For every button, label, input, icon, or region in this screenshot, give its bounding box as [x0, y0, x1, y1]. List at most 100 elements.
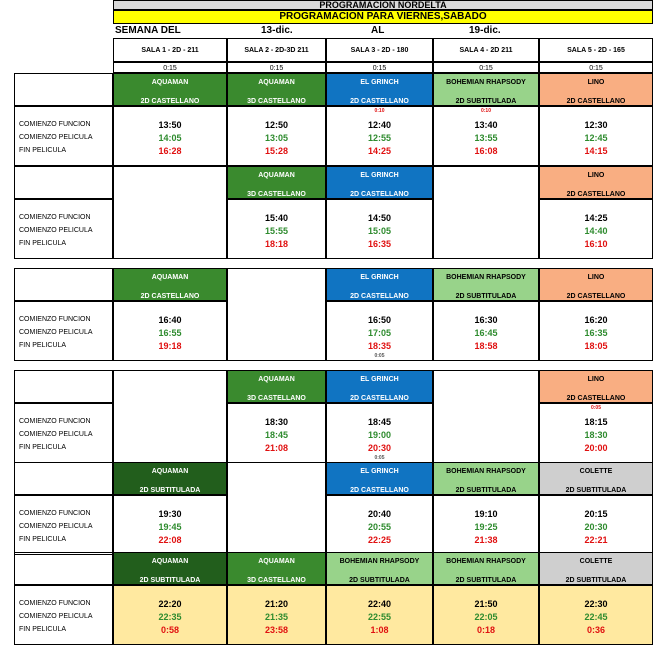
start-show-time: 18:30 — [264, 417, 289, 427]
movie-header: EL GRINCH 2D CASTELLANO — [326, 73, 433, 106]
movie-header: LINO 2D CASTELLANO — [539, 73, 653, 106]
end-movie-time: 18:05 — [584, 341, 608, 351]
start-movie-time: 12:45 — [584, 133, 608, 143]
start-show-time: 21:50 — [474, 599, 498, 609]
end-movie-time: 0:36 — [586, 625, 605, 635]
start-movie-time: 15:05 — [367, 226, 392, 236]
label-end-movie: FIN PELICULA — [19, 444, 67, 451]
start-show-time: 12:30 — [584, 120, 608, 130]
room-duration: 0:15 — [433, 62, 539, 73]
duration-value: 0:15 — [269, 65, 284, 72]
movie-header: AQUAMAN 2D CASTELLANO — [113, 268, 227, 301]
movie-title: AQUAMAN — [151, 274, 189, 281]
start-show-time: 22:40 — [367, 599, 392, 609]
showtime-cell: 13:50 14:05 16:28 — [113, 106, 227, 166]
movie-header: BOHEMIAN RHAPSODY 2D SUBTITULADA — [433, 73, 539, 106]
movie-title: LINO — [587, 79, 605, 86]
end-movie-time: 18:18 — [264, 239, 289, 249]
start-movie-time: 22:05 — [474, 612, 498, 622]
label-end-movie: FIN PELICULA — [19, 147, 67, 154]
duration-value: 0:15 — [372, 65, 387, 72]
label-spacer — [14, 370, 113, 403]
room-name: SALA 2 - 2D-3D 211 — [244, 47, 309, 54]
movie-header: LINO 2D CASTELLANO — [539, 166, 653, 199]
movie-header: LINO 2D CASTELLANO — [539, 370, 653, 403]
room-header: SALA 4 - 2D 211 — [433, 38, 539, 62]
empty-slot — [113, 370, 227, 463]
movie-header: AQUAMAN 3D CASTELLANO — [227, 552, 326, 585]
room-name: SALA 3 - 2D - 180 — [350, 47, 409, 54]
empty-slot — [227, 462, 326, 555]
showtime-cell: 20:15 20:30 22:21 — [539, 495, 653, 555]
movie-format: 2D CASTELLANO — [566, 293, 626, 300]
movie-title: EL GRINCH — [360, 468, 399, 475]
label-spacer — [14, 166, 113, 199]
movie-title: EL GRINCH — [360, 376, 399, 383]
start-movie-time: 18:30 — [584, 430, 608, 440]
row-labels: COMIENZO FUNCION COMIENZO PELICULA FIN PEL… — [14, 585, 113, 645]
label-spacer — [14, 268, 113, 301]
showtime-cell: 15:40 15:55 18:18 — [227, 199, 326, 259]
room-name: SALA 5 - 2D - 165 — [567, 47, 625, 54]
start-show-time: 14:50 — [367, 213, 392, 223]
movie-title: COLETTE — [579, 558, 613, 565]
row-labels: COMIENZO FUNCION COMIENZO PELICULA FIN PEL… — [14, 403, 113, 463]
start-show-time: 16:40 — [158, 315, 182, 325]
week-to: 19-dic. — [469, 25, 501, 36]
start-show-time: 21:20 — [264, 599, 289, 609]
start-movie-time: 17:05 — [367, 328, 392, 338]
movie-title: AQUAMAN — [258, 172, 295, 179]
showtime-cell: 21:20 21:35 23:58 — [227, 585, 326, 645]
room-header: SALA 1 - 2D - 211 — [113, 38, 227, 62]
movie-header: AQUAMAN 3D CASTELLANO — [227, 370, 326, 403]
start-show-time: 16:50 — [367, 315, 392, 325]
movie-header: AQUAMAN 3D CASTELLANO — [227, 73, 326, 106]
empty-slot — [227, 268, 326, 361]
movie-title: AQUAMAN — [258, 558, 295, 565]
label-end-movie: FIN PELICULA — [19, 240, 67, 247]
room-name: SALA 4 - 2D 211 — [459, 47, 513, 54]
label-spacer — [14, 552, 113, 585]
movie-format: 2D CASTELLANO — [566, 191, 626, 198]
showtime-cell: 22:40 22:55 1:08 — [326, 585, 433, 645]
movie-header: AQUAMAN 3D CASTELLANO — [227, 166, 326, 199]
label-spacer — [14, 462, 113, 495]
end-movie-time: 20:30 — [367, 443, 392, 453]
page-title: PROGRAMACION NORDELTA — [113, 0, 653, 10]
movie-title: AQUAMAN — [151, 558, 189, 565]
label-start-show: COMIENZO FUNCION — [19, 316, 91, 323]
movie-format: 2D CASTELLANO — [566, 98, 626, 105]
end-movie-time: 16:28 — [158, 146, 182, 156]
row-labels: COMIENZO FUNCION COMIENZO PELICULA FIN PEL… — [14, 106, 113, 166]
end-movie-time: 16:35 — [367, 239, 392, 249]
movie-header: COLETTE 2D SUBTITULADA — [539, 552, 653, 585]
start-movie-time: 20:55 — [367, 522, 392, 532]
start-show-time: 16:30 — [474, 315, 498, 325]
movie-title: BOHEMIAN RHAPSODY — [446, 558, 526, 565]
interval-note: 0:05 — [374, 455, 385, 461]
start-show-time: 18:15 — [584, 417, 608, 427]
showtime-cell: 0:10 13:40 13:55 16:08 — [433, 106, 539, 166]
showtime-cell: 16:40 16:55 19:18 — [113, 301, 227, 361]
movie-title: AQUAMAN — [258, 376, 295, 383]
movie-header: AQUAMAN 2D CASTELLANO — [113, 73, 227, 106]
movie-format: 3D CASTELLANO — [247, 191, 306, 198]
movie-header: EL GRINCH 2D CASTELLANO — [326, 462, 433, 495]
showtime-cell: 20:40 20:55 22:25 — [326, 495, 433, 555]
end-movie-time: 14:15 — [584, 146, 608, 156]
label-start-movie: COMIENZO PELICULA — [19, 227, 93, 234]
start-movie-time: 14:40 — [584, 226, 608, 236]
end-movie-time: 16:08 — [474, 146, 498, 156]
row-labels: COMIENZO FUNCION COMIENZO PELICULA FIN PEL… — [14, 495, 113, 555]
end-movie-time: 15:28 — [264, 146, 289, 156]
showtime-cell: 0:05 18:15 18:30 20:00 — [539, 403, 653, 463]
movie-format: 2D CASTELLANO — [350, 293, 409, 300]
start-movie-time: 18:45 — [264, 430, 289, 440]
showtime-cell: 12:30 12:45 14:15 — [539, 106, 653, 166]
duration-value: 0:15 — [479, 65, 493, 72]
interval-note: 0:10 — [480, 108, 491, 114]
movie-format: 2D SUBTITULADA — [455, 487, 517, 494]
showtime-cell: 14:50 15:05 16:35 — [326, 199, 433, 259]
week-label: SEMANA DEL — [115, 25, 181, 36]
row-labels: COMIENZO FUNCION COMIENZO PELICULA FIN PEL… — [14, 301, 113, 361]
